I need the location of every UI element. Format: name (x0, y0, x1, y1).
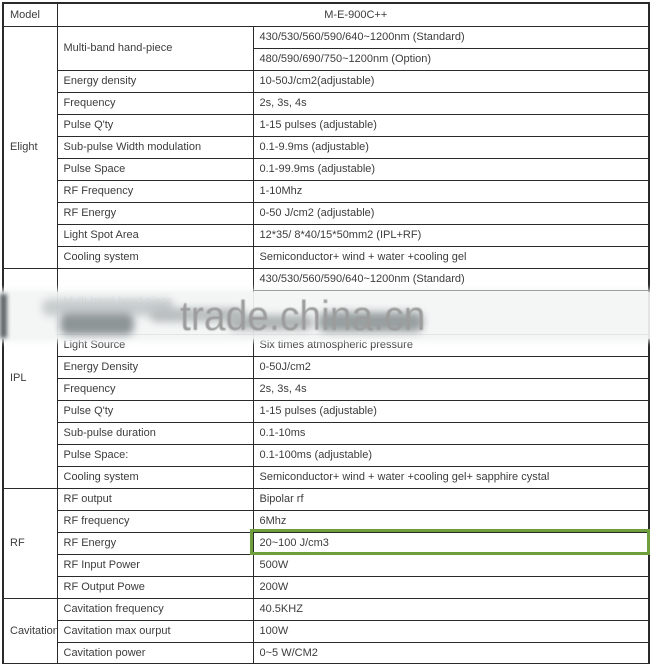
table-row: Frequency 2s, 3s, 4s (3, 377, 650, 401)
table-row: Pulse Space 0.1-99.9ms (adjustable) (3, 157, 650, 181)
elight-handpiece-standard-row: Elight Multi-band hand-piece 430/530/560… (2, 25, 650, 269)
param-cell: RF Input Power (56, 553, 254, 577)
section-label-cavitation: Cavitation (2, 597, 58, 664)
param-cell: Cavitation max ourput (56, 619, 254, 643)
table-row: Sub-pulse duration 0.1-10ms (3, 421, 650, 445)
table-row: Cooling system Semiconductor+ wind + wat… (3, 245, 650, 269)
value-cell: 6Mhz (252, 509, 650, 533)
value-cell: 430/530/560/590/640~1200nm (Standard) (252, 267, 650, 291)
table-row: Sub-pulse Width modulation 0.1-9.9ms (ad… (3, 135, 650, 159)
param-cell: Pulse Q'ty (56, 113, 254, 137)
table-row: RF frequency 6Mhz (3, 509, 650, 533)
param-cell: Energy Density (56, 355, 254, 379)
table-row: Light Spot Area 12*35/ 8*40/15*50mm2 (IP… (3, 223, 650, 247)
value-cell-obscured (252, 289, 650, 335)
value-cell: 0.1-100ms (adjustable) (252, 443, 650, 467)
model-label: Model (2, 2, 58, 27)
param-cell: Light Spot Area (56, 223, 254, 247)
param-cell: Pulse Space: (56, 443, 254, 467)
value-cell-highlighted: 20~100 J/cm3 (252, 531, 650, 555)
param-cell: RF Output Powe (56, 575, 254, 599)
table-row: Light Source Six times atmospheric press… (3, 333, 650, 357)
param-cell: Energy density (56, 69, 254, 93)
param-cell: Pulse Space (56, 157, 254, 181)
value-cell: 480/590/690/750~1200nm (Option) (252, 47, 650, 71)
section-label-rf: RF (2, 487, 58, 599)
section-label-elight: Elight (2, 25, 58, 269)
value-cell: 1-15 pulses (adjustable) (252, 113, 650, 137)
table-row: Cavitation Cavitation frequency 40.5KHZ (2, 597, 650, 664)
value-cell: 0.1-99.9ms (adjustable) (252, 157, 650, 181)
param-cell: Cavitation power (56, 641, 254, 664)
value-cell: 0-50 J/cm2 (adjustable) (252, 201, 650, 225)
rf-energy-row: RF Energy 20~100 J/cm3 (3, 531, 650, 555)
param-cell: Multi-band hand-piece (56, 267, 254, 335)
table-row: RF Output Powe 200W (3, 575, 650, 599)
value-cell: 1-15 pulses (adjustable) (252, 399, 650, 423)
ipl-handpiece-standard-row: IPL Multi-band hand-piece 430/530/560/59… (2, 267, 650, 489)
value-cell: 40.5KHZ (252, 597, 650, 621)
value-cell: 2s, 3s, 4s (252, 377, 650, 401)
table-row: Cooling system Semiconductor+ wind + wat… (3, 465, 650, 489)
param-cell: RF Energy (56, 531, 254, 555)
param-cell: RF output (56, 487, 254, 511)
param-cell: Light Source (56, 333, 254, 357)
value-cell: 2s, 3s, 4s (252, 91, 650, 115)
param-cell: Sub-pulse Width modulation (56, 135, 254, 159)
param-cell: Multi-band hand-piece (56, 25, 254, 71)
param-cell: Frequency (56, 377, 254, 401)
table-row: Pulse Q'ty 1-15 pulses (adjustable) (3, 399, 650, 423)
value-cell: 500W (252, 553, 650, 577)
value-cell: 0-50J/cm2 (252, 355, 650, 379)
value-cell: 200W (252, 575, 650, 599)
table-row: Energy Density 0-50J/cm2 (3, 355, 650, 379)
param-cell: Frequency (56, 91, 254, 115)
table-row: Pulse Q'ty 1-15 pulses (adjustable) (3, 113, 650, 137)
param-cell: Cooling system (56, 465, 254, 489)
param-cell: Cavitation frequency (56, 597, 254, 621)
value-cell: Semiconductor+ wind + water +cooling gel… (252, 465, 650, 489)
table-row: Cavitation max ourput 100W (3, 619, 650, 643)
value-cell: 10-50J/cm2(adjustable) (252, 69, 650, 93)
table-row: Energy density 10-50J/cm2(adjustable) (3, 69, 650, 93)
param-cell: RF frequency (56, 509, 254, 533)
section-label-ipl: IPL (2, 267, 58, 489)
value-cell: 12*35/ 8*40/15*50mm2 (IPL+RF) (252, 223, 650, 247)
model-row: Model M-E-900C++ (2, 2, 650, 27)
table-row: Cavitation power 0~5 W/CM2 (3, 641, 650, 664)
value-cell: Semiconductor+ wind + water +cooling gel (252, 245, 650, 269)
table-row: RF Input Power 500W (3, 553, 650, 577)
value-cell: 430/530/560/590/640~1200nm (Standard) (252, 25, 650, 49)
value-cell: Bipolar rf (252, 487, 650, 511)
value-cell: 0.1-9.9ms (adjustable) (252, 135, 650, 159)
param-cell: RF Energy (56, 201, 254, 225)
table-row: RF Energy 0-50 J/cm2 (adjustable) (3, 201, 650, 225)
value-cell: Six times atmospheric pressure (252, 333, 650, 357)
param-cell: Cooling system (56, 245, 254, 269)
value-cell: 0.1-10ms (252, 421, 650, 445)
table-row: Pulse Space: 0.1-100ms (adjustable) (3, 443, 650, 467)
value-cell: 100W (252, 619, 650, 643)
param-cell: Pulse Q'ty (56, 399, 254, 423)
param-cell: RF Frequency (56, 179, 254, 203)
table-row: RF Frequency 1-10Mhz (3, 179, 650, 203)
table-row: RF RF output Bipolar rf (2, 487, 650, 599)
model-value: M-E-900C++ (56, 2, 650, 27)
table-row: Frequency 2s, 3s, 4s (3, 91, 650, 115)
param-cell: Sub-pulse duration (56, 421, 254, 445)
value-cell: 1-10Mhz (252, 179, 650, 203)
value-cell: 0~5 W/CM2 (252, 641, 650, 664)
